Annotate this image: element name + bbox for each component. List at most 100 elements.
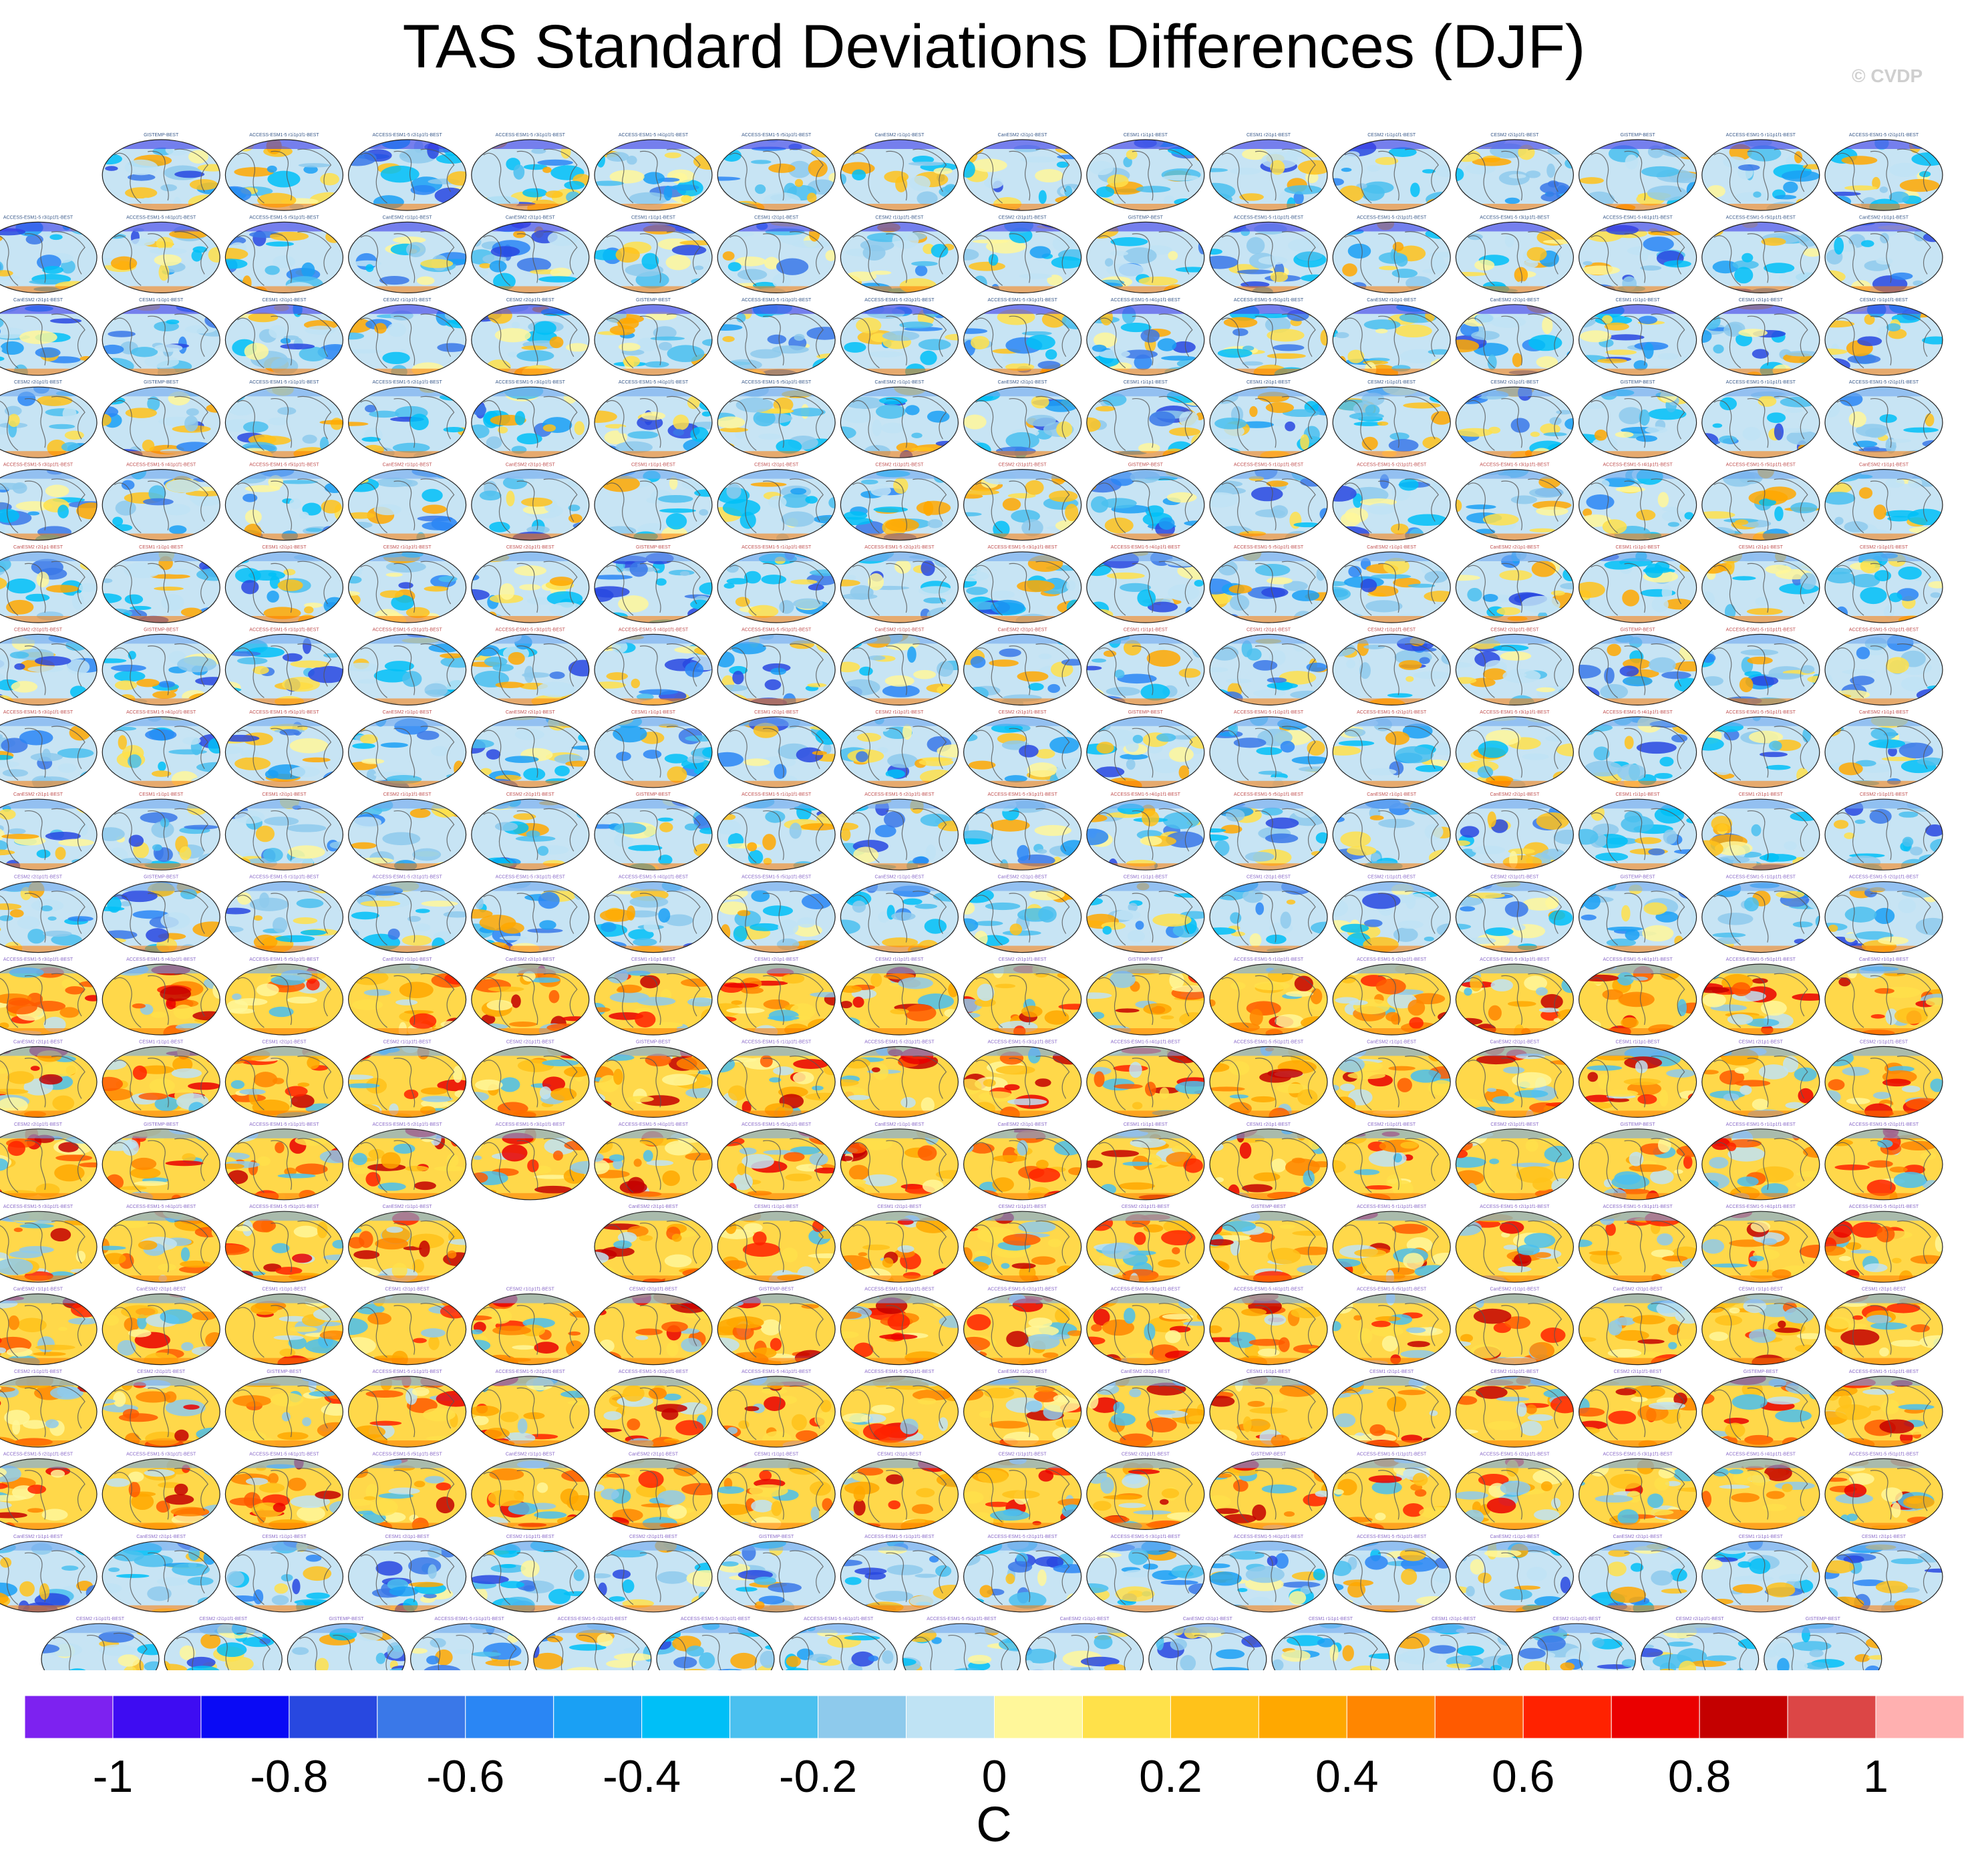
anomaly-blob [1092, 658, 1107, 663]
anomaly-blob [840, 140, 866, 154]
anomaly-blob [45, 585, 79, 593]
anomaly-blob [941, 931, 952, 941]
anomaly-blob [508, 651, 525, 665]
anomaly-blob [1929, 197, 1943, 210]
anomaly-blob [506, 490, 515, 506]
anomaly-blob [782, 973, 805, 984]
northern-band [0, 964, 97, 973]
anomaly-blob [1930, 592, 1941, 598]
anomaly-blob [902, 724, 913, 740]
northern-band [1701, 881, 1820, 891]
anomaly-blob [804, 387, 827, 392]
map-panel-caption: ACCESS-ESM1-5 r4i1p1f1-BEST [1603, 463, 1673, 468]
anomaly-blob [761, 575, 787, 585]
anomaly-blob [595, 304, 610, 311]
northern-band [225, 469, 343, 479]
anomaly-blob [859, 222, 872, 226]
southern-band [595, 863, 712, 871]
map-panel: ACCESS-ESM1-5 r1i1p1f1-BEST [1701, 133, 1820, 211]
anomaly-blob [1542, 317, 1553, 334]
anomaly-blob [595, 575, 633, 580]
anomaly-blob [241, 580, 259, 595]
southern-band [225, 698, 343, 706]
anomaly-blob [904, 1004, 937, 1022]
anomaly-blob [1432, 307, 1451, 319]
anomaly-blob [743, 758, 770, 766]
anomaly-blob [1661, 510, 1687, 522]
map-panel: ACCESS-ESM1-5 r2i1p1f1-BEST [1332, 215, 1451, 293]
anomaly-blob [627, 431, 659, 439]
anomaly-blob [1347, 243, 1371, 259]
anomaly-blob [717, 752, 743, 767]
anomaly-blob [1242, 361, 1263, 366]
anomaly-blob [1802, 248, 1820, 257]
anomaly-blob [818, 939, 836, 950]
anomaly-blob [1395, 255, 1408, 267]
northern-band [1579, 881, 1697, 891]
map-panel: CESM1 r1i1p1-BEST [1086, 627, 1205, 706]
map-panel: CESM1 r1i1p1-BEST [1086, 380, 1205, 458]
anomaly-blob [234, 167, 275, 177]
anomaly-blob [966, 686, 989, 701]
southern-band [1086, 451, 1204, 458]
map-panel-caption: ACCESS-ESM1-5 r3i1p1f1-BEST [1480, 215, 1550, 220]
southern-band [348, 451, 466, 458]
anomaly-blob [549, 336, 564, 349]
map-panel-caption: CESM1 r1i1p1-BEST [631, 463, 676, 468]
northern-band [717, 964, 836, 973]
anomaly-blob [963, 561, 982, 575]
anomaly-blob [1275, 1014, 1304, 1028]
anomaly-blob [1604, 667, 1615, 684]
anomaly-blob [1089, 160, 1114, 176]
map-panel: ACCESS-ESM1-5 r4i1p1f1-BEST [1086, 545, 1205, 623]
map-panel-caption: CESM1 r1i1p1-BEST [1124, 875, 1168, 880]
southern-band [1579, 286, 1697, 293]
coastline [1591, 231, 1685, 286]
northern-band [1825, 304, 1943, 314]
map-panel: ACCESS-ESM1-5 r2i1p1f1-BEST [1824, 133, 1943, 211]
anomaly-blob [627, 905, 635, 921]
northern-band [717, 469, 836, 479]
anomaly-blob [1701, 716, 1717, 722]
anomaly-blob [1026, 335, 1055, 350]
anomaly-blob [1467, 587, 1482, 602]
southern-band [1579, 945, 1697, 953]
coastline [1221, 148, 1316, 204]
anomaly-blob [852, 901, 866, 913]
anomaly-blob [970, 656, 986, 668]
anomaly-blob [701, 411, 712, 417]
anomaly-blob [1648, 848, 1665, 856]
anomaly-blob [1854, 819, 1866, 824]
map-panel-caption: CESM1 r2i1p1-BEST [262, 298, 307, 303]
anomaly-blob [1052, 235, 1075, 253]
map-panel-caption: CESM2 r2i1p1f1-BEST [506, 298, 555, 303]
anomaly-blob [825, 250, 836, 261]
map-panel: ACCESS-ESM1-5 r2i1p1f1-BEST [1824, 380, 1943, 458]
anomaly-blob [717, 935, 738, 950]
anomaly-blob [1691, 909, 1697, 925]
northern-band [1210, 140, 1327, 149]
anomaly-blob [290, 660, 329, 668]
globe-outline [224, 139, 343, 211]
anomaly-blob [360, 900, 401, 907]
anomaly-blob [499, 583, 515, 600]
map-panel: ACCESS-ESM1-5 r4i1p1f1-BEST [594, 133, 713, 211]
anomaly-blob [679, 240, 712, 246]
southern-band [471, 533, 589, 540]
anomaly-blob [471, 237, 482, 247]
anomaly-blob [1265, 817, 1299, 829]
anomaly-blob [816, 635, 836, 653]
globe-outline [1701, 221, 1820, 293]
southern-band [963, 451, 1082, 458]
anomaly-blob [788, 160, 811, 178]
anomaly-blob [189, 179, 218, 190]
anomaly-blob [717, 819, 741, 835]
southern-band [102, 1028, 220, 1035]
anomaly-blob [1229, 595, 1250, 611]
anomaly-blob [1017, 580, 1055, 593]
anomaly-blob [1488, 426, 1501, 434]
map-panel: ACCESS-ESM1-5 r1i1p1f1-BEST [1209, 463, 1328, 541]
anomaly-blob [1017, 908, 1054, 922]
map-panel-caption: CanESM2 r2i1p1-BEST [998, 133, 1048, 138]
anomaly-blob [1707, 222, 1724, 237]
